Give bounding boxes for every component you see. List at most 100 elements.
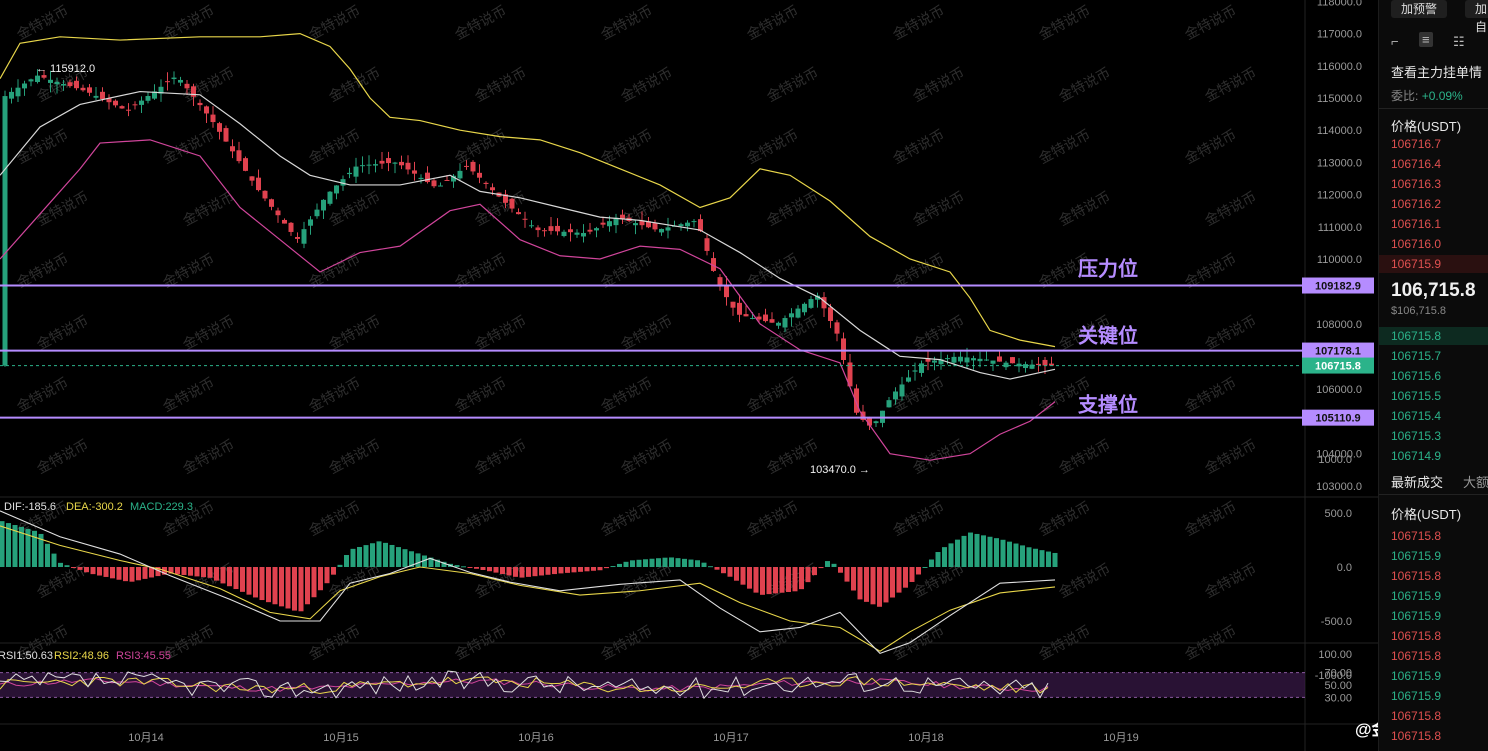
resistance-label: 压力位 — [1078, 257, 1138, 281]
watermark-text: 金特说币 — [598, 126, 655, 166]
price-tick-label: 114000.0 — [1317, 125, 1362, 137]
macd-bar — [896, 567, 902, 593]
candle-body — [106, 98, 112, 103]
candle-body — [698, 219, 703, 232]
ask-row[interactable]: 106715.9 — [1391, 257, 1442, 271]
add-alert-button[interactable]: 加预警 — [1391, 0, 1448, 18]
trade-row[interactable]: 106715.8 — [1391, 649, 1442, 663]
trade-row[interactable]: 106715.9 — [1391, 609, 1442, 623]
ask-row[interactable]: 106716.3 — [1391, 177, 1442, 191]
price-tick-label: 113000.0 — [1317, 157, 1362, 169]
trade-row[interactable]: 106715.9 — [1391, 689, 1442, 703]
watermark-text: 金特说币 — [1056, 188, 1113, 228]
candle-body — [87, 87, 92, 93]
trade-row[interactable]: 106715.9 — [1391, 669, 1442, 683]
macd-bar — [669, 557, 674, 567]
candle-body — [587, 229, 593, 232]
macd-bar — [1000, 539, 1006, 567]
trade-row[interactable]: 106715.8 — [1391, 729, 1442, 743]
macd-bar — [779, 567, 785, 593]
macd-bar — [513, 567, 518, 577]
bid-row[interactable]: 106715.4 — [1391, 409, 1442, 423]
candle-body — [366, 164, 372, 166]
candle-body — [548, 226, 554, 231]
orderbook-title[interactable]: 查看主力挂单情 — [1391, 65, 1483, 80]
candle-body — [841, 338, 846, 361]
macd-bar — [84, 567, 89, 573]
candle-body — [243, 158, 248, 171]
trade-row[interactable]: 106715.9 — [1391, 589, 1442, 603]
candle-body — [15, 87, 21, 97]
watermark-text: 金特说币 — [160, 374, 217, 414]
macd-tick-label: 500.0 — [1324, 508, 1352, 520]
ask-row[interactable]: 106716.1 — [1391, 217, 1442, 231]
ask-row[interactable]: 106716.4 — [1391, 157, 1442, 171]
candle-body — [145, 96, 151, 101]
trade-row[interactable]: 106715.8 — [1391, 629, 1442, 643]
candle-body — [685, 222, 690, 227]
watermark-text: 金特说币 — [890, 2, 947, 42]
bid-row[interactable]: 106715.8 — [1391, 329, 1442, 343]
candle-body — [74, 80, 79, 89]
ask-row[interactable]: 106716.0 — [1391, 237, 1442, 251]
trade-row[interactable]: 106715.9 — [1391, 549, 1442, 563]
bollinger-middle — [0, 90, 1056, 380]
candle-body — [964, 357, 970, 363]
candle-body — [470, 161, 476, 172]
layout-single-icon[interactable]: ⌐ — [1391, 34, 1399, 49]
macd-bar — [493, 567, 499, 573]
add-watch-button[interactable]: 加自 — [1465, 0, 1488, 34]
watermark-text: 金特说币 — [1056, 560, 1113, 600]
candle-body — [451, 175, 456, 182]
watermark-text: 金特说币 — [744, 498, 801, 538]
candle-body — [197, 102, 203, 106]
macd-bar — [857, 567, 863, 600]
tab-latest-trades[interactable]: 最新成交 — [1391, 475, 1444, 490]
macd-bar — [539, 567, 544, 576]
trade-row[interactable]: 106715.8 — [1391, 709, 1442, 723]
layout-grid-icon[interactable]: ☷ — [1453, 34, 1465, 49]
candle-body — [652, 223, 658, 230]
macd-bar — [181, 567, 187, 575]
candle-body — [321, 199, 326, 211]
bid-row[interactable]: 106715.3 — [1391, 429, 1442, 443]
ask-row[interactable]: 106716.7 — [1391, 137, 1442, 151]
watermark-text: 金特说币 — [160, 126, 217, 166]
candle-body — [1003, 362, 1009, 368]
key-level-label: 关键位 — [1078, 324, 1138, 348]
candle-body — [665, 227, 671, 231]
macd-bar — [344, 555, 349, 567]
candle-body — [769, 319, 775, 323]
macd-bar — [552, 567, 557, 575]
ask-row[interactable]: 106716.2 — [1391, 197, 1442, 211]
bid-row[interactable]: 106715.7 — [1391, 349, 1442, 363]
price-tick-label: 118000.0 — [1317, 0, 1362, 8]
bid-row[interactable]: 106715.5 — [1391, 389, 1442, 403]
trade-row[interactable]: 106715.8 — [1391, 529, 1442, 543]
watermark-text: 金特说币 — [326, 188, 383, 228]
macd-bar — [961, 535, 967, 567]
candle-body — [561, 231, 567, 237]
candle-body — [997, 356, 1002, 362]
macd-bar — [532, 567, 538, 577]
macd-bar — [942, 547, 947, 567]
bid-row[interactable]: 106715.6 — [1391, 369, 1442, 383]
candle-body — [483, 182, 489, 184]
trade-row[interactable]: 106715.8 — [1391, 569, 1442, 583]
macd-bar — [747, 567, 752, 589]
macd-bar — [740, 567, 746, 585]
bid-row[interactable]: 106714.9 — [1391, 449, 1442, 463]
watermark-text: 金特说币 — [618, 312, 675, 352]
candlestick-panel — [0, 32, 1056, 461]
price-chart[interactable]: 金特说币 金特说币 金特说币 金特说币 金特说币 金特说币 金特说币 金特说币 金特说币金特说币… — [0, 0, 1378, 751]
candle-body — [821, 297, 827, 309]
macd-bar — [643, 559, 648, 567]
candle-body — [1049, 363, 1054, 366]
macd-bar — [636, 559, 642, 567]
layout-split-icon[interactable]: ≡ — [1419, 32, 1433, 47]
macd-bar — [272, 567, 278, 605]
tab-large-trades[interactable]: 大额 — [1463, 475, 1488, 490]
macd-bar — [818, 567, 824, 569]
rsi-tick-label: 30.00 — [1324, 692, 1352, 704]
candle-body — [815, 295, 820, 300]
